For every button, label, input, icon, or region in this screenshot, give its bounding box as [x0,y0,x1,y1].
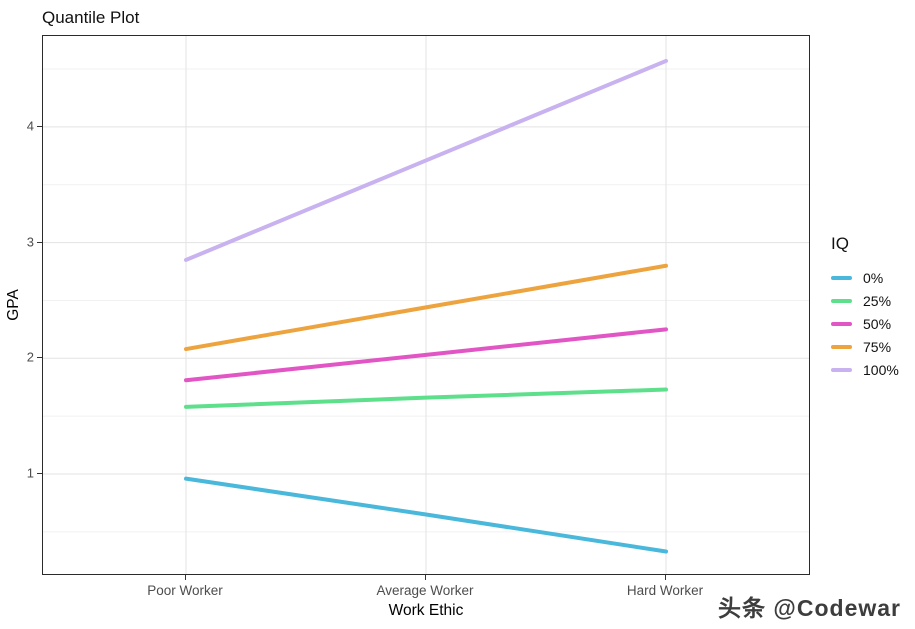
x-tick-mark [665,575,666,580]
legend-label: 0% [863,269,884,286]
y-tick-mark [37,125,42,127]
y-tick-label: 4 [26,118,34,134]
legend-key-swatch [831,344,852,349]
legend-label: 50% [863,315,892,332]
legend-key-swatch [831,298,852,303]
legend-key-swatch [831,275,852,280]
legend-key-swatch [831,321,852,326]
legend-label: 75% [863,338,892,355]
x-axis-title: Work Ethic [388,602,464,619]
watermark: 头条 @Codewar [718,595,901,621]
y-tick-label: 1 [26,465,34,481]
legend-entries: 0% 25% 50% 75% 100% [831,266,899,381]
legend-label: 25% [863,292,892,309]
series-line-100% [184,58,668,262]
x-tick-mark [185,575,186,580]
y-tick-mark [37,241,42,243]
chart-canvas [43,36,809,574]
y-tick-label: 2 [26,349,34,365]
legend-entry-75%: 75% [831,335,899,358]
legend-title: IQ [831,234,849,253]
legend-entry-25%: 25% [831,289,899,312]
series-line-50% [184,327,668,383]
series-line-75% [184,263,668,352]
x-tick-mark [425,575,426,580]
y-axis-title: GPA [5,289,22,321]
y-tick-mark [37,357,42,359]
legend-key-swatch [831,367,852,372]
legend: IQ 0% 25% 50% 75% 100% [831,234,899,381]
y-tick-label: 3 [26,234,34,250]
plot-panel [42,35,810,575]
series-line-0% [184,476,668,554]
legend-entry-50%: 50% [831,312,899,335]
series-line-25% [184,387,668,409]
legend-label: 100% [863,361,899,378]
x-tick-label: Poor Worker [147,583,223,598]
legend-entry-0%: 0% [831,266,899,289]
x-tick-label: Average Worker [376,583,474,598]
legend-entry-100%: 100% [831,358,899,381]
plot-title: Quantile Plot [42,8,140,27]
x-tick-label: Hard Worker [626,583,704,598]
y-tick-mark [37,473,42,474]
